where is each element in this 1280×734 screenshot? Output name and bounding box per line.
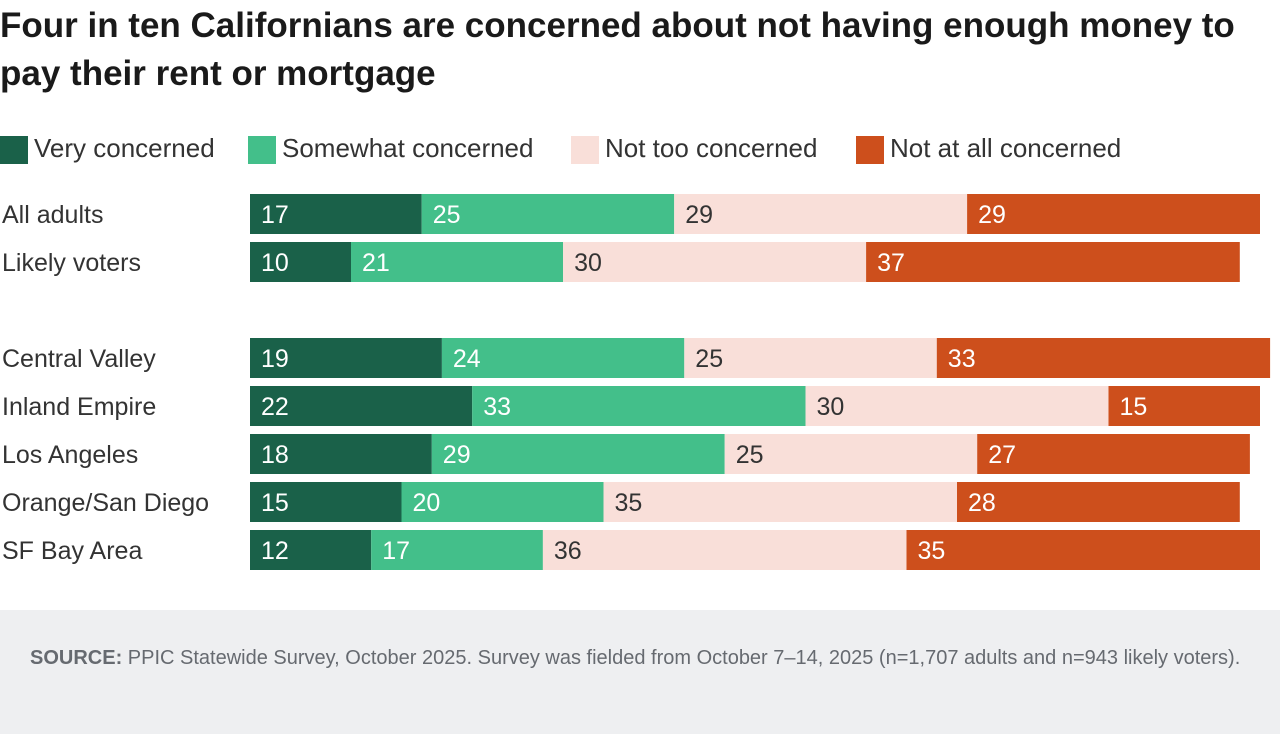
data-label-very-concerned-inland-empire: 22 (261, 393, 289, 421)
bar-very-concerned-orange-san-diego (250, 482, 402, 522)
bar-not-at-all-concerned-los-angeles (977, 434, 1250, 474)
bar-not-at-all-concerned-inland-empire (1108, 386, 1260, 426)
bar-not-too-concerned-inland-empire (805, 386, 1109, 426)
data-label-not-at-all-concerned-likely-voters: 37 (877, 249, 905, 277)
data-label-not-at-all-concerned-all-adults: 29 (978, 201, 1006, 229)
stacked-bar-chart: All adults 17 25 29 29 Likely voters 10 21 30 37 C… (2, 194, 1271, 570)
bar-somewhat-concerned-likely-voters (351, 242, 564, 282)
legend-label-somewhat-concerned: Somewhat concerned (282, 133, 534, 163)
data-label-very-concerned-sf-bay-area: 12 (261, 537, 289, 565)
category-label-sf-bay-area: SF Bay Area (2, 537, 142, 565)
data-label-not-at-all-concerned-inland-empire: 15 (1120, 393, 1148, 421)
data-label-not-too-concerned-orange-san-diego: 35 (615, 489, 643, 517)
bar-not-at-all-concerned-central-valley (936, 338, 1271, 378)
bar-somewhat-concerned-central-valley (441, 338, 685, 378)
data-label-not-too-concerned-all-adults: 29 (685, 201, 713, 229)
source-note: SOURCE: PPIC Statewide Survey, October 2… (30, 642, 1250, 674)
source-label: SOURCE: (30, 647, 123, 669)
data-label-not-at-all-concerned-sf-bay-area: 35 (918, 537, 946, 565)
data-label-very-concerned-likely-voters: 10 (261, 249, 289, 277)
data-label-not-too-concerned-likely-voters: 30 (574, 249, 602, 277)
data-label-very-concerned-orange-san-diego: 15 (261, 489, 289, 517)
bar-not-too-concerned-likely-voters (563, 242, 867, 282)
bar-somewhat-concerned-orange-san-diego (401, 482, 604, 522)
data-label-not-too-concerned-central-valley: 25 (695, 345, 723, 373)
bar-very-concerned-inland-empire (250, 386, 473, 426)
category-label-orange-san-diego: Orange/San Diego (2, 489, 209, 517)
data-label-somewhat-concerned-inland-empire: 33 (483, 393, 511, 421)
bar-very-concerned-likely-voters (250, 242, 351, 282)
data-label-very-concerned-los-angeles: 18 (261, 441, 289, 469)
bar-not-at-all-concerned-likely-voters (866, 242, 1240, 282)
data-label-not-at-all-concerned-los-angeles: 27 (988, 441, 1016, 469)
bar-not-too-concerned-orange-san-diego (603, 482, 957, 522)
bar-not-at-all-concerned-sf-bay-area (906, 530, 1260, 570)
source-text: PPIC Statewide Survey, October 2025. Sur… (127, 647, 1241, 669)
category-label-central-valley: Central Valley (2, 345, 156, 373)
legend-label-very-concerned: Very concerned (34, 133, 215, 163)
data-label-not-too-concerned-sf-bay-area: 36 (554, 537, 582, 565)
bar-somewhat-concerned-sf-bay-area (371, 530, 543, 570)
data-label-not-too-concerned-los-angeles: 25 (736, 441, 764, 469)
data-label-somewhat-concerned-orange-san-diego: 20 (413, 489, 441, 517)
data-label-very-concerned-central-valley: 19 (261, 345, 289, 373)
category-label-inland-empire: Inland Empire (2, 393, 156, 421)
bar-not-too-concerned-all-adults (674, 194, 968, 234)
category-label-los-angeles: Los Angeles (2, 441, 138, 469)
legend-swatch-not-at-all-concerned (856, 136, 884, 164)
legend-swatch-somewhat-concerned (248, 136, 276, 164)
bar-somewhat-concerned-inland-empire (472, 386, 806, 426)
bar-very-concerned-los-angeles (250, 434, 432, 474)
data-label-somewhat-concerned-central-valley: 24 (453, 345, 481, 373)
bar-not-too-concerned-sf-bay-area (542, 530, 907, 570)
bar-not-at-all-concerned-all-adults (967, 194, 1260, 234)
data-label-not-at-all-concerned-central-valley: 33 (948, 345, 976, 373)
data-label-somewhat-concerned-likely-voters: 21 (362, 249, 390, 277)
category-label-all-adults: All adults (2, 201, 103, 229)
legend-swatch-not-too-concerned (571, 136, 599, 164)
bar-very-concerned-all-adults (250, 194, 422, 234)
data-label-very-concerned-all-adults: 17 (261, 201, 289, 229)
data-label-somewhat-concerned-all-adults: 25 (433, 201, 461, 229)
bar-not-too-concerned-los-angeles (724, 434, 978, 474)
footer: SOURCE: PPIC Statewide Survey, October 2… (0, 610, 1280, 734)
data-label-somewhat-concerned-sf-bay-area: 17 (382, 537, 410, 565)
bar-not-too-concerned-central-valley (684, 338, 937, 378)
bar-very-concerned-central-valley (250, 338, 442, 378)
data-label-somewhat-concerned-los-angeles: 29 (443, 441, 471, 469)
category-label-likely-voters: Likely voters (2, 249, 141, 277)
bar-very-concerned-sf-bay-area (250, 530, 372, 570)
chart-title: Four in ten Californians are concerned a… (0, 6, 1235, 93)
data-label-not-at-all-concerned-orange-san-diego: 28 (968, 489, 996, 517)
legend-label-not-too-concerned: Not too concerned (605, 133, 818, 163)
bar-somewhat-concerned-all-adults (421, 194, 675, 234)
bar-somewhat-concerned-los-angeles (431, 434, 725, 474)
data-label-not-too-concerned-inland-empire: 30 (817, 393, 845, 421)
bar-not-at-all-concerned-orange-san-diego (957, 482, 1240, 522)
legend-label-not-at-all-concerned: Not at all concerned (890, 133, 1122, 163)
legend-swatch-very-concerned (0, 136, 28, 164)
